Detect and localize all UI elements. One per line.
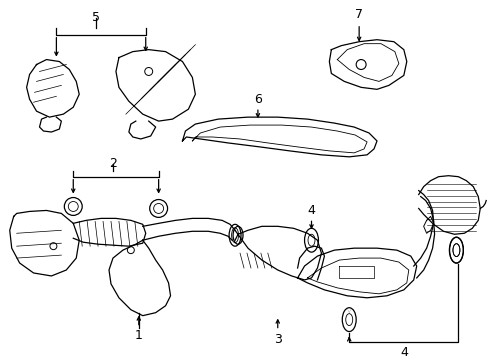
Text: 7: 7 bbox=[354, 8, 363, 21]
Text: 5: 5 bbox=[92, 12, 100, 24]
Text: 6: 6 bbox=[253, 93, 261, 106]
Text: 3: 3 bbox=[273, 333, 281, 346]
Text: 4: 4 bbox=[307, 204, 315, 217]
Text: 1: 1 bbox=[135, 329, 142, 342]
Text: 2: 2 bbox=[109, 157, 117, 170]
Text: 4: 4 bbox=[399, 346, 407, 359]
